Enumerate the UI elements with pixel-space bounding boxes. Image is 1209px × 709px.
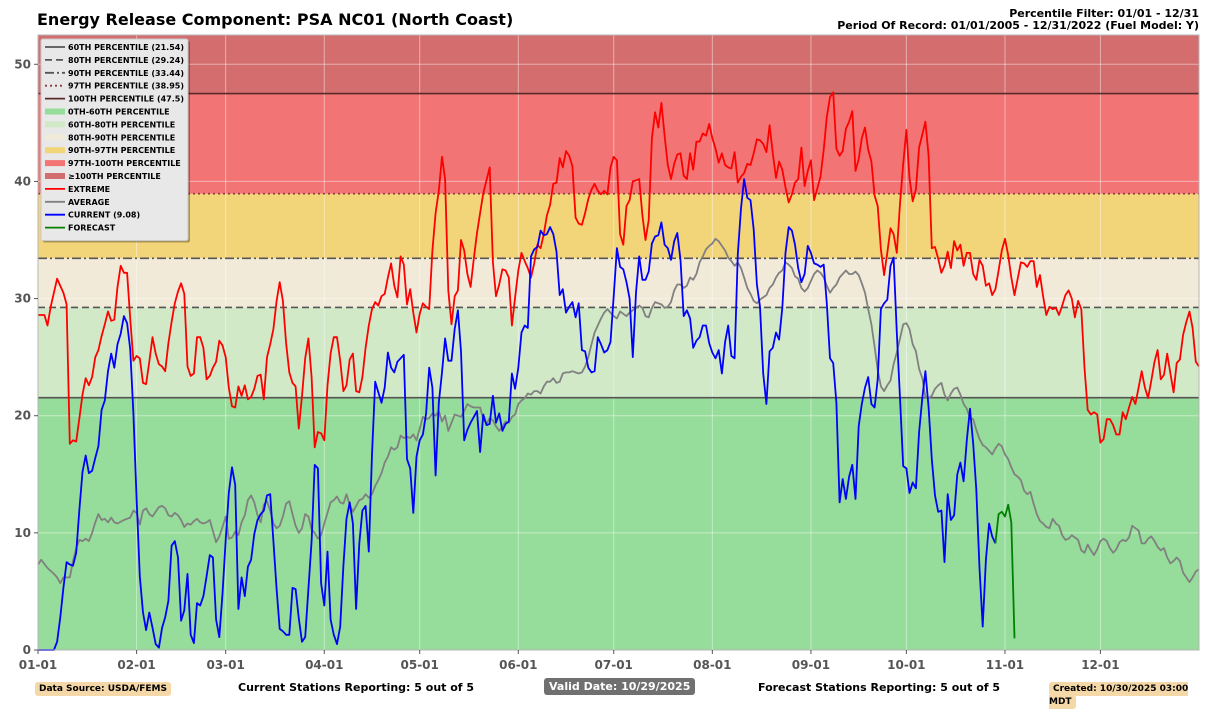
x-tick-label-01-01: 01-01 bbox=[19, 658, 57, 672]
x-tick-label-11-01: 11-01 bbox=[986, 658, 1024, 672]
x-tick-label-07-01: 07-01 bbox=[595, 658, 633, 672]
series-average bbox=[37, 237, 1200, 585]
percentile-filter: Percentile Filter: 01/01 - 12/31 bbox=[1009, 7, 1199, 20]
x-tick-label-10-01: 10-01 bbox=[887, 658, 925, 672]
band-100th-percentile bbox=[38, 35, 1199, 94]
legend-swatch-97th-100th-percentile bbox=[45, 160, 65, 167]
plot-frame bbox=[37, 34, 1200, 651]
legend-label-extreme: EXTREME bbox=[68, 185, 110, 194]
legend-swatch-90th-97th-percentile bbox=[45, 147, 65, 154]
series-lines bbox=[37, 91, 1200, 651]
percentile-bands bbox=[38, 35, 1199, 650]
band-60th-80th-percentile bbox=[38, 307, 1199, 398]
band-0th-60th-percentile bbox=[38, 397, 1199, 650]
legend-label-current-9-08: CURRENT (9.08) bbox=[68, 211, 140, 220]
chart-title: Energy Release Component: PSA NC01 (Nort… bbox=[37, 10, 514, 29]
legend-label-97th-percentile-38-95: 97TH PERCENTILE (38.95) bbox=[68, 82, 184, 91]
legend-label-60th-80th-percentile: 60TH-80TH PERCENTILE bbox=[68, 120, 175, 129]
band-80th-90th-percentile bbox=[38, 258, 1199, 308]
legend-label-60th-percentile-21-54: 60TH PERCENTILE (21.54) bbox=[68, 43, 184, 52]
created-badge: Created: 10/30/2025 03:00 MDT bbox=[1049, 681, 1209, 709]
chart-meta: Percentile Filter: 01/01 - 12/31 Period … bbox=[837, 8, 1199, 32]
x-tick-label-04-01: 04-01 bbox=[305, 658, 343, 672]
current-stations: Current Stations Reporting: 5 out of 5 bbox=[238, 681, 475, 694]
series-extreme bbox=[38, 91, 1200, 449]
legend-label-90th-percentile-33-44: 90TH PERCENTILE (33.44) bbox=[68, 69, 184, 78]
x-tick-label-03-01: 03-01 bbox=[206, 658, 244, 672]
y-tick-label-40: 40 bbox=[14, 174, 31, 188]
legend-label-97th-100th-percentile: 97TH-100TH PERCENTILE bbox=[68, 159, 181, 168]
x-tick-label-06-01: 06-01 bbox=[499, 658, 537, 672]
x-tick-label-05-01: 05-01 bbox=[401, 658, 439, 672]
period-of-record: Period Of Record: 01/01/2005 - 12/31/202… bbox=[837, 19, 1199, 32]
legend-label-0th-60th-percentile: 0TH-60TH PERCENTILE bbox=[68, 108, 170, 117]
x-tick-label-08-01: 08-01 bbox=[693, 658, 731, 672]
valid-date: Valid Date: 10/29/2025 bbox=[544, 678, 696, 695]
valid-date-badge: Valid Date: 10/29/2025 bbox=[544, 678, 696, 695]
series-current-9-08 bbox=[38, 178, 997, 651]
legend-label-100th-percentile-47-5: 100TH PERCENTILE (47.5) bbox=[68, 95, 184, 104]
x-tick-label-02-01: 02-01 bbox=[117, 658, 155, 672]
legend-label-80th-90th-percentile: 80TH-90TH PERCENTILE bbox=[68, 133, 175, 142]
y-tick-label-10: 10 bbox=[14, 526, 31, 540]
legend-label-average: AVERAGE bbox=[68, 198, 110, 207]
legend-label-90th-97th-percentile: 90TH-97TH PERCENTILE bbox=[68, 146, 175, 155]
legend: 60TH PERCENTILE (21.54) 80TH PERCENTILE (… bbox=[40, 38, 190, 243]
legend-box bbox=[40, 38, 189, 241]
legend-label-80th-percentile-29-24: 80TH PERCENTILE (29.24) bbox=[68, 56, 184, 65]
legend-label-100th-percentile: ≥100TH PERCENTILE bbox=[68, 172, 161, 181]
created: Created: 10/30/2025 03:00 MDT bbox=[1049, 682, 1189, 709]
axis-ticks: 0 10 20 30 40 50 01-01 02-01 03-01 04-01 05-01 06-0… bbox=[14, 57, 1119, 672]
forecast-stations: Forecast Stations Reporting: 5 out of 5 bbox=[758, 681, 1001, 694]
y-tick-label-50: 50 bbox=[14, 57, 31, 71]
legend-swatch-0th-60th-percentile bbox=[45, 108, 65, 115]
y-tick-label-20: 20 bbox=[14, 409, 31, 423]
x-tick-label-12-01: 12-01 bbox=[1081, 658, 1119, 672]
data-source: Data Source: USDA/FEMS bbox=[35, 682, 171, 696]
legend-label-forecast: FORECAST bbox=[68, 224, 116, 233]
legend-swatch-100th-percentile bbox=[45, 173, 65, 179]
legend-swatch-80th-90th-percentile bbox=[45, 134, 65, 141]
legend-swatch-60th-80th-percentile bbox=[45, 121, 65, 128]
x-tick-label-09-01: 09-01 bbox=[792, 658, 830, 672]
y-tick-label-30: 30 bbox=[14, 292, 31, 306]
y-tick-label-0: 0 bbox=[23, 643, 31, 657]
data-source-badge: Data Source: USDA/FEMS bbox=[35, 681, 171, 696]
series-forecast bbox=[994, 503, 1016, 639]
